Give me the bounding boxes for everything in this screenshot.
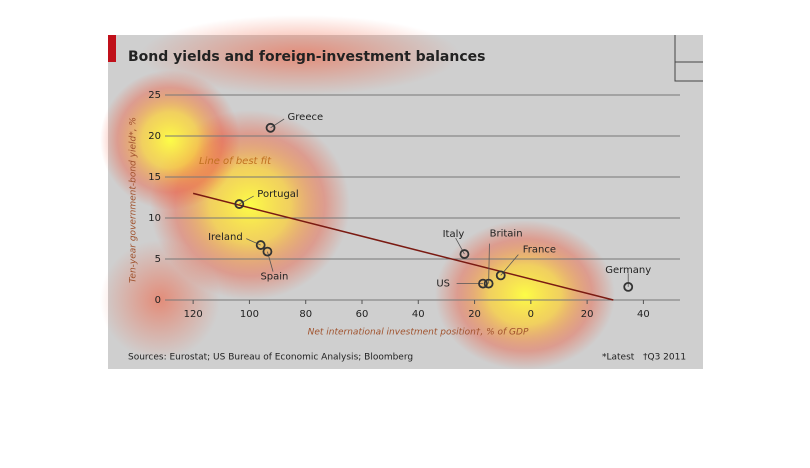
- y-axis-label: Ten-year government-bond yield*, %: [129, 117, 139, 283]
- point-label: Italy: [443, 229, 465, 240]
- note: *Latest: [602, 353, 635, 363]
- accent-bar: [108, 35, 116, 62]
- x-tick-label: 40: [412, 309, 425, 320]
- point: [262, 246, 273, 257]
- x-tick-label: 60: [356, 309, 369, 320]
- point: [495, 270, 506, 281]
- point-label: US: [436, 279, 450, 290]
- heat-blob: [100, 240, 220, 360]
- x-tick-label: 20: [581, 309, 594, 320]
- heat-blob: [100, 70, 240, 210]
- y-tick-label: 15: [148, 172, 161, 183]
- y-tick-label: 25: [148, 90, 161, 101]
- fit-label: Line of best fit: [199, 156, 272, 167]
- y-tick-label: 20: [148, 131, 161, 142]
- heat-blob: [140, 15, 460, 95]
- point-label: Britain: [490, 229, 523, 240]
- x-tick-label: 0: [528, 309, 534, 320]
- fit-line: [192, 192, 614, 301]
- point-label: Germany: [605, 265, 651, 276]
- leader: [246, 238, 261, 246]
- leader: [455, 237, 465, 255]
- point-label: Ireland: [208, 232, 243, 243]
- corner-box: [674, 35, 703, 82]
- x-tick-label: 20: [468, 309, 481, 320]
- point: [459, 249, 470, 259]
- y-tick-label: 5: [155, 254, 161, 265]
- point: [483, 278, 494, 289]
- leader: [239, 195, 254, 205]
- point: [234, 199, 245, 209]
- x-axis-label: Net international investment position†, …: [308, 328, 529, 338]
- x-tick-label: 40: [637, 309, 650, 320]
- chart-title: Bond yields and foreign-investment balan…: [128, 49, 485, 65]
- point-label: France: [523, 244, 556, 255]
- x-tick-label: 100: [240, 309, 259, 320]
- point: [265, 122, 276, 133]
- source: Sources: Eurostat; US Bureau of Economic…: [128, 353, 413, 363]
- point-label: Portugal: [257, 189, 298, 200]
- point: [255, 240, 266, 250]
- y-tick-label: 0: [155, 295, 161, 306]
- x-tick-label: 80: [299, 309, 312, 320]
- point-label: Spain: [260, 272, 288, 283]
- x-tick-label: 120: [184, 309, 203, 320]
- point-label: Greece: [288, 112, 324, 123]
- point: [478, 278, 488, 289]
- heat-blob: [435, 220, 615, 370]
- point: [623, 281, 634, 292]
- leader: [270, 118, 285, 129]
- y-tick-label: 10: [148, 213, 161, 224]
- heatmap: [100, 15, 615, 370]
- leader: [488, 243, 490, 284]
- note: †Q3 2011: [643, 353, 686, 363]
